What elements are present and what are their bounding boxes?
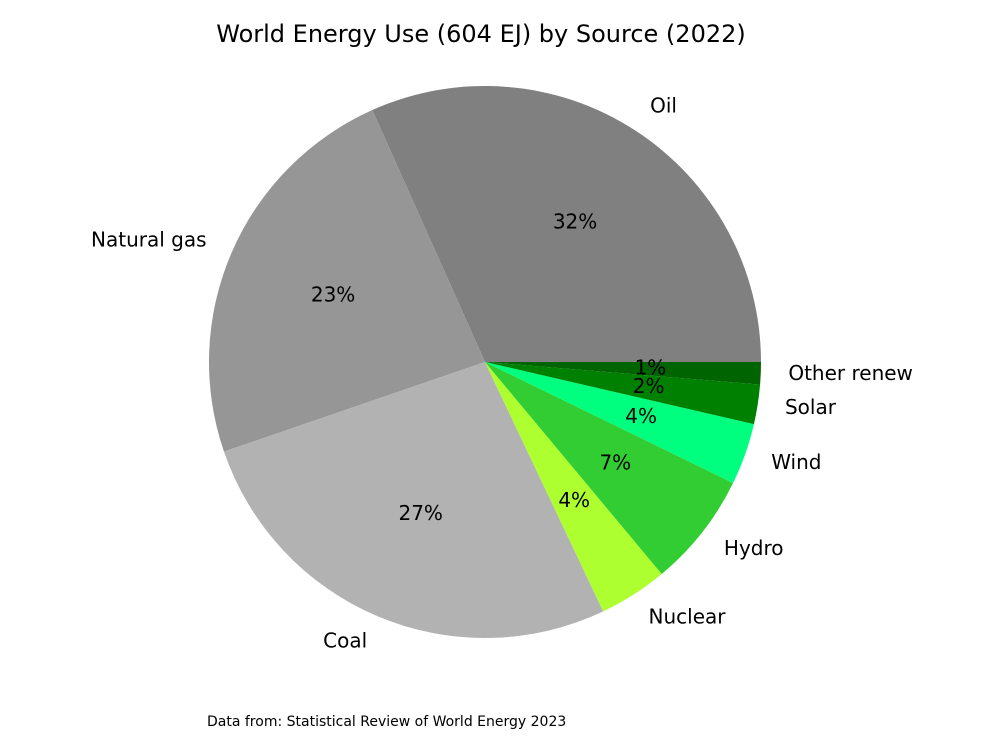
slice-percent-coal: 27% <box>398 501 442 525</box>
pie-slice-natural-gas <box>208 110 485 452</box>
source-note: Data from: Statistical Review of World E… <box>207 714 566 730</box>
slice-label-wind: Wind <box>771 450 821 474</box>
slice-percent-other-renew: 1% <box>635 355 667 379</box>
pie-slice-oil <box>372 85 761 362</box>
slice-label-nuclear: Nuclear <box>649 604 727 628</box>
pie-slice-wind <box>485 362 754 483</box>
slice-percent-hydro: 7% <box>599 451 631 475</box>
slice-label-solar: Solar <box>785 395 837 419</box>
pie-slice-other-renew <box>485 362 761 385</box>
slice-percent-oil: 32% <box>553 210 597 234</box>
pie-slices <box>208 85 761 638</box>
pie-labels: Oil 32% Natural gas 23% Coal 27% Nuclear 4% Hydr… <box>91 94 913 653</box>
slice-percent-solar: 2% <box>633 374 665 398</box>
slice-percent-natural-gas: 23% <box>311 283 355 307</box>
slice-label-coal: Coal <box>323 628 367 652</box>
slice-label-hydro: Hydro <box>724 536 784 560</box>
slice-percent-wind: 4% <box>625 404 657 428</box>
pie-slice-nuclear <box>485 362 662 612</box>
chart-title: World Energy Use (604 EJ) by Source (202… <box>216 20 746 48</box>
slice-percent-nuclear: 4% <box>558 488 590 512</box>
slice-label-oil: Oil <box>650 94 677 118</box>
pie-slice-solar <box>485 362 761 425</box>
slice-label-other-renew: Other renew <box>788 361 913 385</box>
slice-label-natural-gas: Natural gas <box>91 228 207 252</box>
pie-slice-coal <box>223 362 604 638</box>
pie-slice-hydro <box>485 362 734 575</box>
